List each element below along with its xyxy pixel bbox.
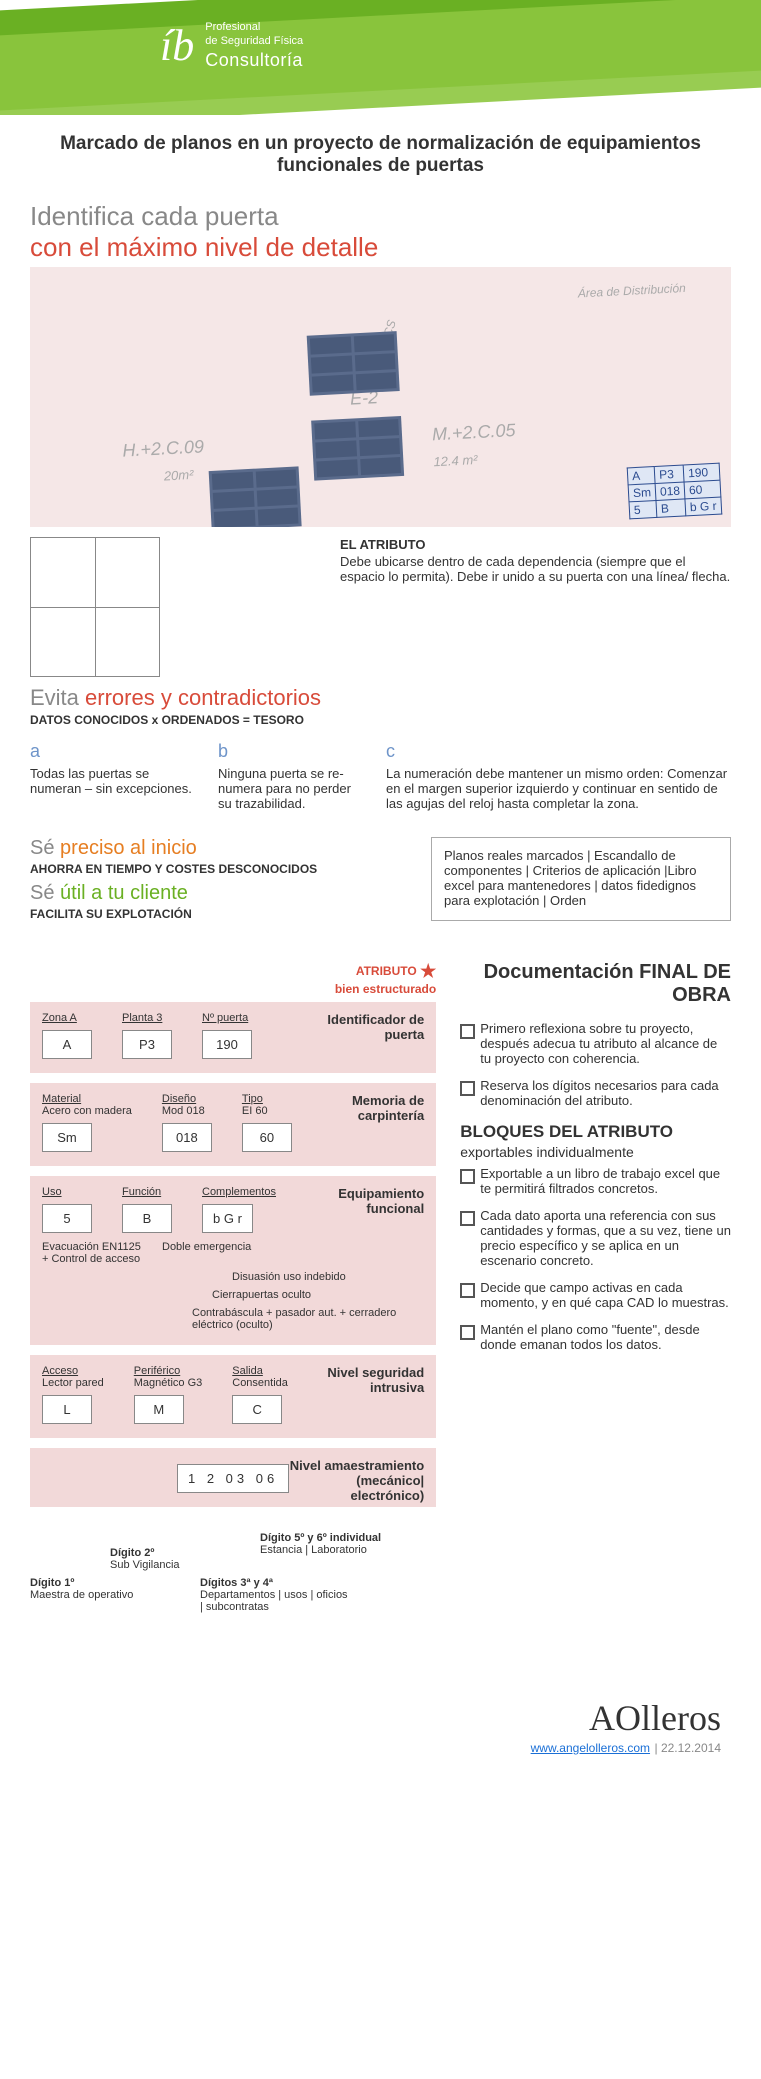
block-seguridad: Nivel seguridad intrusiva AccesoLector p… [30,1355,436,1438]
s3-l2g: Sé [30,882,54,904]
block1-title: Memoria de carpintería [284,1093,424,1123]
abc-c-head: c [386,741,731,762]
abc-a-head: a [30,741,200,762]
stairs-3 [311,416,404,481]
abc-col-a: a Todas las puertas se numeran – sin exc… [30,741,200,811]
star-icon: ★ [420,961,436,981]
right-item: Cada dato aporta una referencia con sus … [460,1208,731,1268]
right-h3: Documentación FINAL DE OBRA [460,961,731,1007]
floor-plan: H.+2.C.09 20m² E-2 M.+2.C.05 12.4 m² Áre… [30,267,731,527]
note-uso: Evacuación EN1125 + Control de acceso [42,1241,142,1265]
right-item: Reserva los dígitos necesarios para cada… [460,1078,731,1108]
brand-main: Consultoría [205,50,303,72]
section2-sub: DATOS CONOCIDOS x ORDENADOS = TESORO [30,713,731,727]
block-memoria: Memoria de carpintería MaterialAcero con… [30,1083,436,1166]
footer: AOlleros www.angelolleros.com | 22.12.20… [0,1667,761,1777]
section3-box: Planos reales marcados | Escandallo de c… [431,837,731,921]
header-band: íb Profesional de Seguridad Física Consu… [0,0,761,115]
attribute-tag: AP3190 Sm01860 5Bb G r [627,463,722,520]
attribute-blocks: ATRIBUTO ★ bien estructurado Identificad… [30,961,436,1647]
block0-title: Identificador de puerta [284,1012,424,1042]
brand-line1: Profesional [205,21,303,34]
attr-text: Debe ubicarse dentro de cada dependencia… [340,554,731,584]
brand-letter: íb [160,20,194,73]
box-zona: A [42,1030,92,1059]
right-item: Exportable a un libro de trabajo excel q… [460,1166,731,1196]
right-item: Primero reflexiona sobre tu proyecto, de… [460,1021,731,1066]
note-c2: Cierrapuertas oculto [212,1289,424,1301]
right-h4: BLOQUES DEL ATRIBUTO exportables individ… [460,1122,731,1162]
box-complementos: b G r [202,1204,253,1233]
note-funcion: Doble emergencia [162,1241,251,1265]
section2-title: Evita errores y contradictorios [30,685,731,711]
plan-label-m: M.+2.C.05 [432,420,517,445]
right-column: Documentación FINAL DE OBRA Primero refl… [460,961,731,1647]
s2-red: errores y contradictorios [85,685,321,710]
page-title: Marcado de planos en un proyecto de norm… [0,115,761,191]
block3-title: Nivel seguridad intrusiva [284,1365,424,1395]
box-tipo: 60 [242,1123,292,1152]
s3-sub2: FACILITA SU EXPLOTACIÓN [30,907,411,921]
abc-b-text: Ninguna puerta se re-numera para no perd… [218,766,368,811]
box-material: Sm [42,1123,92,1152]
brand-line2: de Seguridad Física [205,35,303,48]
box-periferico: M [134,1395,184,1424]
box-master: 1 2 03 06 [177,1464,289,1493]
block2-title: Equipamiento funcional [284,1186,424,1216]
plan-label-area1: 20m² [163,467,193,484]
s2-grey: Evita [30,685,79,710]
s3-l1c: preciso al inicio [60,837,197,859]
stairs-2 [307,331,400,396]
plan-label-area2: 12.4 m² [433,452,478,469]
note-c1: Disuasión uso indebido [232,1271,424,1283]
abc-c-text: La numeración debe mantener un mismo ord… [386,766,731,811]
footer-link[interactable]: www.angelolleros.com [531,1741,650,1755]
plan-label-dist: Área de Distribución [577,281,686,301]
box-diseno: 018 [162,1123,212,1152]
block-identificador: Identificador de puerta Zona AA Planta 3… [30,1002,436,1073]
abc-b-head: b [218,741,368,762]
box-funcion: B [122,1204,172,1233]
footer-date: | 22.12.2014 [654,1741,721,1755]
stairs-1 [209,466,302,527]
section3-left: Sé preciso al inicio AHORRA EN TIEMPO Y … [30,837,411,921]
s3-l1g: Sé [30,837,54,859]
block4-title: Nivel amaestramiento (mecánico| electrón… [284,1458,424,1503]
s1-title-red: con el máximo nivel de detalle [30,232,378,262]
note-c3: Contrabáscula + pasador aut. + cerradero… [192,1307,424,1331]
brand-logo: íb Profesional de Seguridad Física Consu… [160,20,303,73]
right-item: Mantén el plano como "fuente", desde don… [460,1322,731,1352]
abc-col-b: b Ninguna puerta se re-numera para no pe… [218,741,368,811]
signature: AOlleros [0,1697,721,1739]
right-item: Decide que campo activas en cada momento… [460,1280,731,1310]
block-amaestramiento: Nivel amaestramiento (mecánico| electrón… [30,1448,436,1507]
master-callouts: Dígito 1ºMaestra de operativo Dígito 2ºS… [30,1517,436,1647]
attr-title: EL ATRIBUTO [340,537,731,552]
box-uso: 5 [42,1204,92,1233]
section1-title: Identifica cada puerta con el máximo niv… [30,201,731,263]
s1-title-grey: Identifica cada puerta [30,201,279,231]
box-npuerta: 190 [202,1030,252,1059]
plan-label-h: H.+2.C.09 [122,436,205,461]
block-equipamiento: Equipamiento funcional Uso5 FunciónB Com… [30,1176,436,1345]
box-salida: C [232,1395,282,1424]
atr-head: ATRIBUTO ★ bien estructurado [30,961,436,996]
door-sketch [30,537,160,677]
box-acceso: L [42,1395,92,1424]
abc-col-c: c La numeración debe mantener un mismo o… [386,741,731,811]
abc-a-text: Todas las puertas se numeran – sin excep… [30,766,200,796]
box-planta: P3 [122,1030,172,1059]
s3-l2c: útil a tu cliente [60,882,188,904]
s3-sub1: AHORRA EN TIEMPO Y COSTES DESCONOCIDOS [30,862,411,876]
